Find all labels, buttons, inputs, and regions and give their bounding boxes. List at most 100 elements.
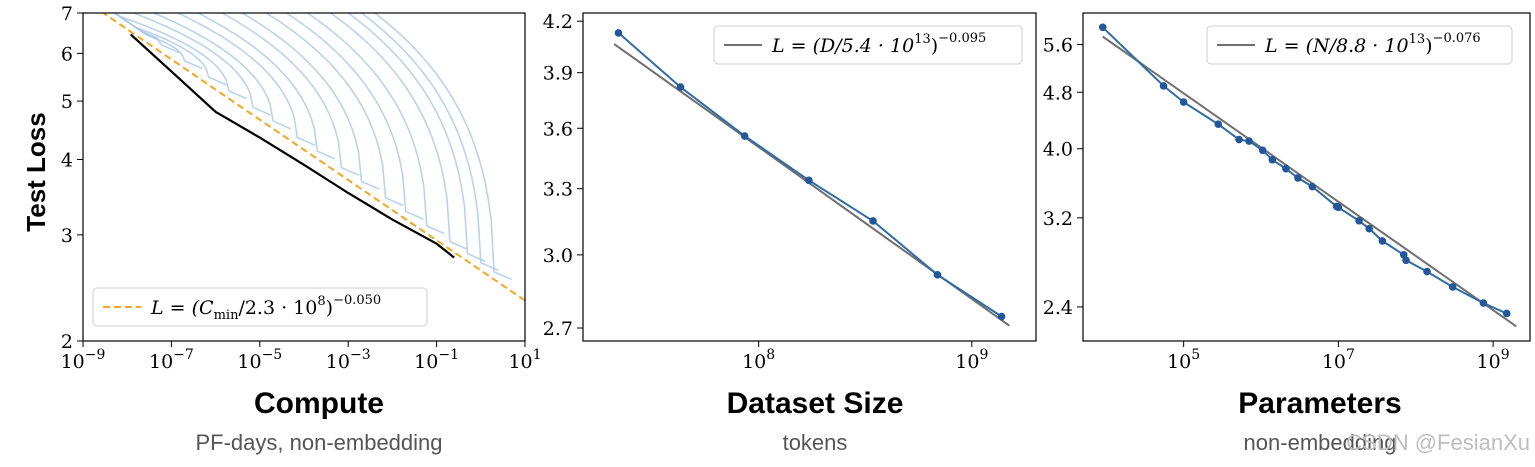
training-curve — [330, 13, 468, 251]
data-point — [1294, 174, 1302, 182]
compute-title: Compute — [254, 387, 384, 420]
compute-plot-area: 10−9 10−7 10−5 10−3 10−1 101 2 3 4 5 6 7 L = (Cmin/2… — [61, 3, 542, 373]
training-curve — [361, 13, 499, 272]
data-point — [1179, 98, 1188, 106]
training-curve — [374, 13, 513, 281]
data-point — [1235, 135, 1243, 144]
x-tick-label: 109 — [955, 347, 988, 373]
data-point — [869, 217, 877, 225]
data-point — [805, 176, 813, 185]
y-tick-label: 7 — [61, 3, 73, 25]
data-point — [1098, 23, 1107, 32]
x-tick-label: 10−7 — [149, 347, 194, 373]
data-point — [614, 29, 623, 37]
dataset-plot-area: 108 109 2.7 3.0 3.3 3.6 3.9 4.2 L = (D/5.4 · 101… — [543, 11, 1037, 373]
y-tick-label: 3.2 — [1043, 208, 1073, 230]
data-point — [1159, 82, 1168, 90]
data-point — [1214, 120, 1223, 128]
min-loss-frontier — [129, 33, 455, 259]
data-point — [1365, 224, 1373, 233]
y-tick-label: 4.2 — [543, 11, 573, 33]
training-curve — [221, 13, 360, 177]
x-tick-label: 10−5 — [237, 347, 282, 373]
y-tick-label: 2 — [61, 331, 73, 353]
y-tick-label: 3.9 — [543, 63, 573, 85]
y-tick-label: 4 — [61, 150, 73, 172]
fit-line — [1102, 35, 1517, 328]
axes-frame — [82, 12, 526, 342]
training-curve — [197, 13, 336, 160]
data-point — [1402, 256, 1410, 265]
parameters-title: Parameters — [1238, 387, 1401, 420]
data-point — [1479, 299, 1488, 307]
data-point — [997, 312, 1006, 321]
parameters-subtitle: non-embedding — [1244, 430, 1397, 455]
dataset-panel: 108 109 2.7 3.0 3.3 3.6 3.9 4.2 L = (D/5.4 · 101… — [543, 11, 1037, 455]
axes-frame — [582, 12, 1037, 342]
legend-box — [92, 287, 428, 327]
series-line — [1102, 26, 1508, 315]
training-curve — [113, 13, 227, 86]
data-point — [1258, 146, 1267, 155]
parameters-panel: 105 107 109 2.4 3.2 4.0 4.8 5.6 L = (N/8.8 · 101… — [1043, 12, 1531, 455]
x-tick-label: 107 — [1322, 347, 1355, 373]
data-point — [1423, 267, 1431, 276]
y-tick-label: 5.6 — [1043, 35, 1073, 57]
x-tick-label: 108 — [742, 347, 775, 373]
compute-subtitle: PF-days, non-embedding — [195, 430, 442, 455]
data-point — [1378, 237, 1387, 245]
data-point — [1502, 309, 1511, 318]
parameters-plot-area: 105 107 109 2.4 3.2 4.0 4.8 5.6 L = (N/8.8 · 101… — [1043, 12, 1531, 373]
data-point — [1308, 182, 1317, 191]
x-tick-label: 105 — [1167, 347, 1200, 373]
plot-marks — [101, 13, 525, 302]
y-tick-label: 3.0 — [543, 245, 573, 267]
data-point — [1268, 155, 1277, 164]
data-point — [933, 271, 942, 279]
training-curve — [307, 13, 445, 235]
x-tick-label: 10−9 — [61, 347, 106, 373]
series-line — [617, 32, 1003, 318]
axes-frame — [1082, 12, 1531, 342]
compute-panel: 10−9 10−7 10−5 10−3 10−1 101 2 3 4 5 6 7 L = (Cmin/2… — [61, 3, 542, 455]
training-curve — [347, 13, 486, 263]
x-tick-label: 10−1 — [414, 347, 459, 373]
x-tick-label: 10−3 — [326, 347, 371, 373]
y-tick-label: 2.4 — [1043, 297, 1073, 319]
data-point — [1245, 137, 1253, 145]
training-curve — [153, 13, 292, 130]
data-point — [1355, 216, 1363, 225]
y-tick-label: 5 — [61, 91, 73, 113]
legend-box — [1206, 25, 1513, 65]
legend-label: L = (D/5.4 · 1013)−0.095 — [771, 31, 986, 57]
y-axis-label: Test Loss — [21, 112, 51, 231]
training-curve — [177, 13, 316, 146]
data-point — [1448, 283, 1457, 291]
data-point — [1282, 164, 1290, 173]
legend-label: L = (N/8.8 · 1013)−0.076 — [1264, 31, 1481, 57]
training-curve — [285, 13, 424, 220]
dataset-title: Dataset Size — [727, 387, 904, 420]
y-tick-label: 3.6 — [543, 118, 573, 140]
training-curve — [133, 13, 271, 116]
y-tick-label: 3 — [61, 225, 73, 247]
y-tick-label: 4.8 — [1043, 82, 1073, 104]
plot-marks — [1098, 23, 1517, 328]
y-tick-label: 3.3 — [543, 179, 573, 201]
x-tick-label: 101 — [508, 347, 541, 373]
data-point — [740, 132, 749, 140]
x-tick-label: 109 — [1477, 347, 1510, 373]
legend-box — [713, 25, 1023, 65]
training-curve — [265, 13, 404, 207]
training-curve — [241, 13, 380, 190]
legend-label: L = (Cmin/2.3 · 108)−0.050 — [150, 293, 381, 323]
compute-fit-line — [101, 13, 525, 302]
watermark: CSDN @FesianXu — [1346, 430, 1530, 455]
data-point — [676, 83, 685, 91]
y-tick-label: 6 — [61, 43, 73, 65]
data-point — [1334, 203, 1343, 212]
training-curve — [113, 13, 247, 100]
y-tick-label: 2.7 — [543, 318, 573, 340]
training-curve — [113, 13, 159, 40]
